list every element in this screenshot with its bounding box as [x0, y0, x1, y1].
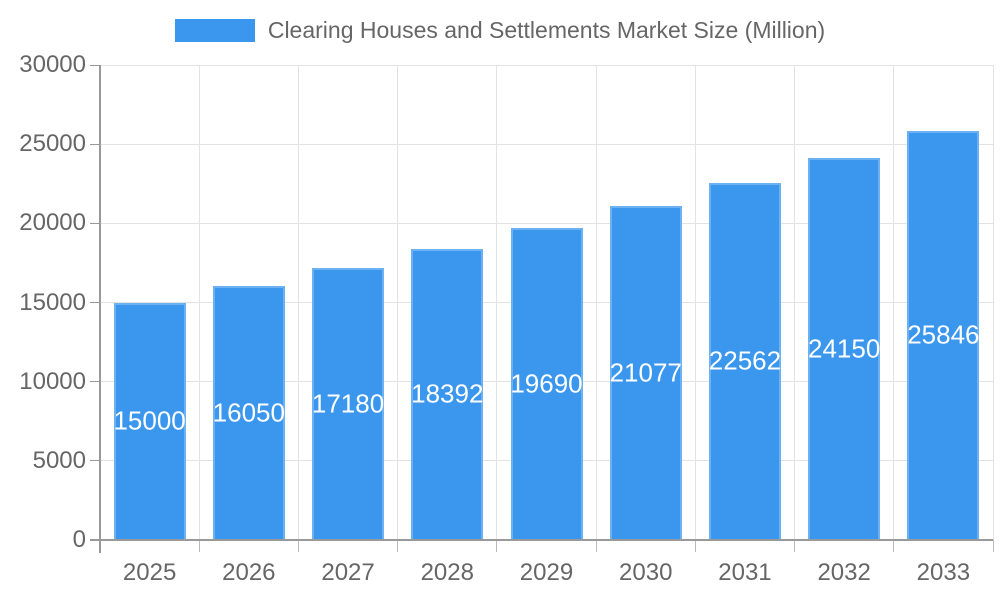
- bar: [312, 267, 385, 540]
- bar: [609, 206, 682, 540]
- x-axis-tick: [595, 540, 597, 552]
- legend-swatch: [174, 19, 255, 42]
- y-axis-tick: [90, 143, 100, 145]
- y-axis-tick: [90, 460, 100, 462]
- x-axis-tick: [297, 540, 299, 552]
- gridline-vertical: [496, 65, 498, 540]
- y-axis-tick: [90, 381, 100, 383]
- gridline-horizontal: [100, 222, 993, 224]
- y-tick-label: 25000: [19, 130, 86, 158]
- y-axis-tick: [90, 222, 100, 224]
- bar: [510, 228, 583, 540]
- gridline-vertical: [794, 65, 796, 540]
- x-axis-tick: [496, 540, 498, 552]
- x-axis-tick: [893, 540, 895, 552]
- x-tick-label: 2030: [619, 559, 673, 586]
- x-axis-tick: [794, 540, 796, 552]
- gridline-vertical: [595, 65, 597, 540]
- bar: [907, 130, 980, 540]
- bar: [411, 248, 484, 540]
- bar-value-label: 21077: [609, 357, 682, 388]
- bar-value-label: 22562: [708, 345, 782, 376]
- gridline-vertical: [297, 65, 299, 540]
- bar-value-label: 18392: [411, 378, 484, 409]
- x-axis-line: [90, 539, 993, 541]
- gridline-vertical: [992, 65, 994, 540]
- x-axis-tick: [694, 540, 696, 552]
- x-tick-label: 2025: [122, 559, 177, 586]
- bar: [808, 157, 881, 540]
- gridline-vertical: [397, 65, 399, 540]
- x-axis-tick: [992, 540, 994, 552]
- x-tick-label: 2029: [519, 559, 574, 586]
- x-tick-label: 2027: [321, 559, 375, 586]
- x-tick-label: 2028: [420, 559, 474, 586]
- gridline-vertical: [198, 65, 200, 540]
- x-tick-label: 2026: [222, 559, 276, 586]
- y-tick-label: 10000: [19, 367, 86, 395]
- y-tick-label: 5000: [32, 446, 86, 474]
- bar-value-label: 16050: [212, 397, 285, 428]
- gridline-horizontal: [100, 143, 993, 145]
- x-tick-label: 2032: [817, 559, 871, 586]
- x-axis-tick: [397, 540, 399, 552]
- y-axis-tick: [90, 64, 100, 66]
- bar: [212, 285, 285, 540]
- bar-value-label: 17180: [311, 388, 385, 419]
- bar-value-label: 15000: [113, 405, 186, 436]
- gridline-vertical: [694, 65, 696, 540]
- gridline-horizontal: [100, 64, 993, 66]
- x-axis-tick: [198, 540, 200, 552]
- y-tick-label: 30000: [19, 51, 86, 78]
- bar-value-label: 19690: [510, 368, 583, 399]
- y-axis-line: [99, 65, 101, 553]
- y-tick-label: 20000: [19, 209, 86, 237]
- bar-value-label: 25846: [907, 319, 980, 350]
- y-tick-label: 0: [72, 526, 86, 553]
- bar-value-label: 24150: [808, 333, 881, 364]
- y-tick-label: 15000: [19, 288, 86, 316]
- bar: [113, 302, 186, 540]
- gridline-vertical: [893, 65, 895, 540]
- y-axis-tick: [90, 302, 100, 303]
- x-tick-label: 2031: [718, 559, 772, 586]
- x-tick-label: 2033: [916, 559, 971, 586]
- legend-label: Clearing Houses and Settlements Market S…: [267, 17, 826, 43]
- bar: [708, 182, 781, 540]
- chart-legend: Clearing Houses and Settlements Market S…: [0, 17, 1000, 44]
